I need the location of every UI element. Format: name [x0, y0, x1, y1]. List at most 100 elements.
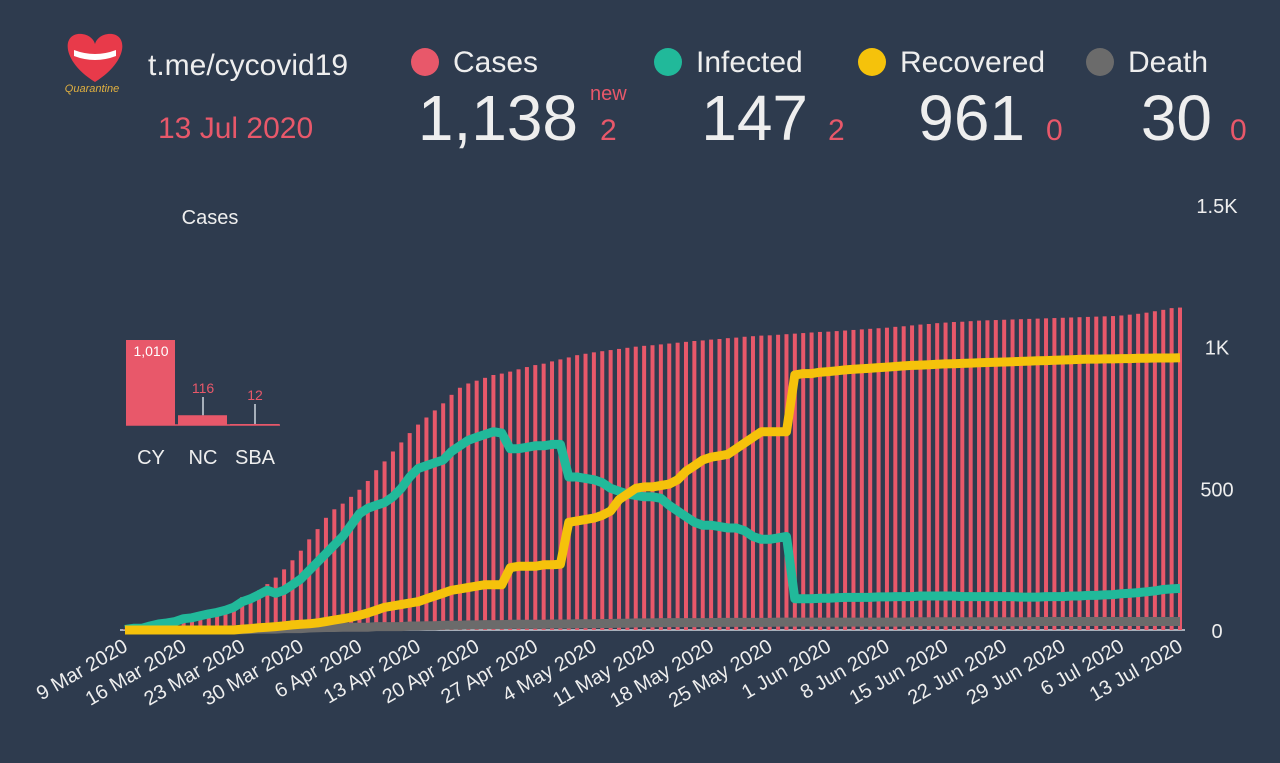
bar: [323, 517, 328, 630]
bar: [566, 357, 571, 630]
bar: [181, 616, 186, 630]
stat-new: 2: [828, 114, 845, 147]
bar: [1060, 317, 1065, 630]
inset-title: Cases: [182, 207, 239, 229]
bar: [884, 327, 889, 630]
legend-label: Cases: [453, 46, 538, 79]
bar: [541, 363, 546, 630]
bar: [466, 383, 471, 630]
bar: [893, 326, 898, 630]
legend-dot: [858, 48, 886, 76]
bar: [910, 325, 915, 630]
stat-new: 0: [1230, 114, 1247, 147]
bar: [1136, 313, 1141, 630]
stat-new: 0: [1046, 114, 1063, 147]
y-tick-label: 1K: [1205, 338, 1230, 360]
bar: [357, 489, 362, 630]
bar: [441, 403, 446, 630]
bar: [767, 335, 772, 630]
bar: [558, 359, 563, 630]
bar: [1152, 311, 1157, 630]
bar: [750, 336, 755, 630]
bar: [868, 328, 873, 630]
bar: [876, 328, 881, 630]
bar: [918, 324, 923, 630]
bar: [951, 322, 956, 630]
bar: [1178, 307, 1182, 630]
bar: [1119, 315, 1124, 630]
bar: [591, 352, 596, 630]
bar: [399, 442, 404, 630]
stat-total: 30: [1141, 82, 1212, 154]
inset-value-label: 116: [192, 380, 215, 396]
bar: [265, 584, 270, 630]
bar: [457, 387, 462, 630]
inset-category: NC: [189, 447, 218, 469]
bar: [960, 321, 965, 630]
bar: [675, 342, 680, 630]
bar: [1085, 316, 1090, 630]
bar: [298, 550, 303, 630]
bar: [843, 330, 848, 630]
bar: [683, 341, 688, 630]
legend-dot: [654, 48, 682, 76]
bar: [700, 340, 705, 630]
bar: [935, 323, 940, 630]
bar: [407, 433, 412, 630]
legend-label: Infected: [696, 46, 803, 79]
bar: [859, 329, 864, 630]
bar: [817, 331, 822, 630]
bar: [759, 335, 764, 630]
bar: [273, 577, 278, 630]
bar: [499, 373, 504, 630]
stat-new: 2: [600, 114, 617, 147]
bar: [390, 451, 395, 630]
y-tick-label: 500: [1200, 479, 1233, 501]
bar: [332, 509, 337, 630]
bar: [792, 333, 797, 630]
bar: [223, 606, 228, 630]
y-tick-label: 0: [1211, 621, 1222, 643]
channel: t.me/cycovid19: [148, 49, 348, 82]
bar: [926, 324, 931, 630]
bar: [315, 529, 320, 630]
bar: [717, 339, 722, 630]
bar: [968, 321, 973, 630]
bar: [851, 329, 856, 630]
bar: [709, 339, 714, 630]
bar: [1052, 318, 1057, 630]
bar: [1161, 309, 1166, 630]
bar: [901, 326, 906, 630]
bar: [801, 333, 806, 630]
logo-text: Quarantine: [65, 83, 119, 95]
bar: [231, 603, 236, 630]
bar: [834, 331, 839, 630]
bar: [282, 569, 287, 630]
bar: [742, 336, 747, 630]
bar: [290, 560, 295, 630]
bar: [600, 351, 605, 630]
bar: [416, 424, 421, 630]
bar: [550, 361, 555, 630]
bar: [1144, 312, 1149, 630]
line: [125, 353, 1181, 635]
bar: [725, 338, 730, 630]
bar: [382, 461, 387, 630]
inset-value-label: 12: [247, 387, 263, 403]
bar: [734, 337, 739, 630]
bar: [776, 334, 781, 630]
bar: [240, 597, 245, 630]
date: 13 Jul 2020: [158, 112, 313, 145]
bar: [1169, 308, 1174, 630]
bar: [809, 332, 814, 630]
inset-bar: [178, 415, 227, 425]
bar: [189, 616, 194, 630]
bar: [1010, 319, 1015, 630]
inset-value-label: 1,010: [133, 343, 168, 359]
y-tick-label: 1.5K: [1196, 196, 1238, 218]
bar: [516, 369, 521, 630]
bar: [449, 394, 454, 630]
bar: [349, 496, 354, 630]
bar: [374, 470, 379, 630]
